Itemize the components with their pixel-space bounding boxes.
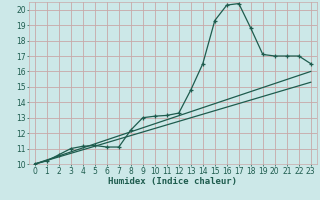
X-axis label: Humidex (Indice chaleur): Humidex (Indice chaleur) [108, 177, 237, 186]
